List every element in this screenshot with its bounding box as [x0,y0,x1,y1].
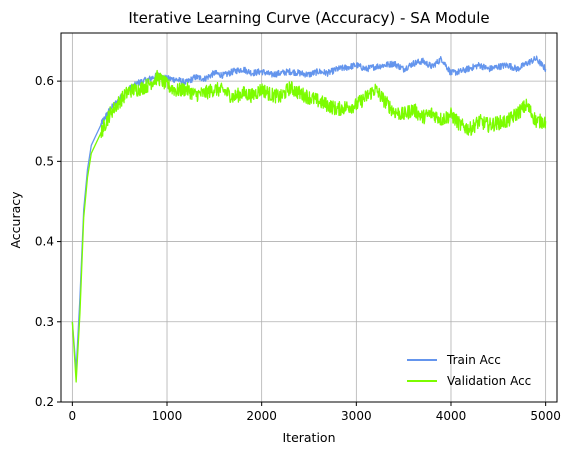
x-tick-label: 1000 [152,409,183,423]
legend-label-validation: Validation Acc [447,374,531,388]
y-tick-label: 0.6 [35,74,54,88]
series-line-validation [71,69,547,383]
chart-title: Iterative Learning Curve (Accuracy) - SA… [128,9,489,27]
x-tick-label: 3000 [341,409,372,423]
x-tick-label: 0 [69,409,77,423]
series-layer [71,55,547,383]
x-tick-label: 5000 [530,409,561,423]
legend: Train Acc Validation Acc [407,353,531,388]
x-tick-label: 2000 [246,409,277,423]
plot-frame [60,32,558,403]
x-axis-label: Iteration [282,430,335,445]
x-tick-label: 4000 [436,409,467,423]
legend-label-train: Train Acc [446,353,501,367]
y-tick-label: 0.3 [35,315,54,329]
y-tick-label: 0.5 [35,154,54,168]
ticks: 0 1000 2000 3000 4000 5000 0.2 0.3 0.4 0.5 0.6 [35,74,561,423]
y-tick-label: 0.4 [35,235,54,249]
y-axis-label: Accuracy [8,191,23,249]
y-tick-label: 0.2 [35,395,54,409]
